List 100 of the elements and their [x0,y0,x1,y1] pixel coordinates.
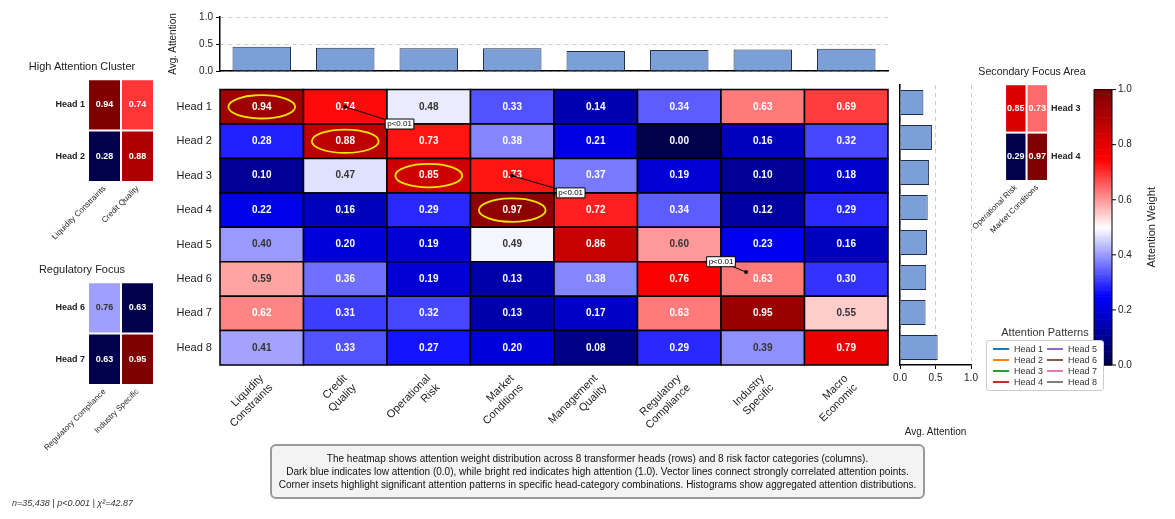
data-label: 0.19 [419,272,439,284]
data-label: 0.76 [669,272,690,284]
data-label: 0.41 [252,341,272,353]
y-tick-label: Head 8 [176,340,212,353]
data-label: 0.30 [836,272,857,284]
data-label: 0.10 [753,169,773,181]
y-tick-label: Head 1 [176,99,212,112]
data-label: 0.20 [502,341,523,353]
chart-title: Regulatory Focus [38,262,126,275]
data-label: 0.48 [419,100,439,112]
data-label: 0.49 [502,238,523,250]
data-label: 0.20 [335,238,356,250]
data-label: 0.40 [252,238,272,250]
y-tick-label: Head 2 [55,150,85,161]
legend-label: Head 7 [1067,366,1098,376]
data-label: 0.13 [502,272,523,284]
y-tick-label: Head 1 [55,99,85,110]
data-label: 0.34 [669,100,690,112]
y-tick-label: Head 7 [55,353,85,364]
y-tick-label: 0.0 [199,64,214,76]
color-bar-label: 1.0 [1118,83,1133,95]
data-label: 0.10 [252,169,272,181]
x-axis-title: Avg. Attention [904,425,967,437]
y-tick-label: 1.0 [199,10,214,22]
data-label: 0.59 [252,272,272,284]
legend-label: Head 8 [1067,377,1098,387]
legend-title: Attention Patterns [1000,326,1090,338]
x-tick-label: 1.0 [964,371,979,383]
color-bar-label: 0.0 [1118,358,1133,370]
data-label: 0.16 [836,238,857,250]
data-label: 0.94 [95,99,114,110]
data-label: 0.97 [502,203,523,215]
data-label: 0.88 [335,134,356,146]
y-tick-label: Head 4 [176,203,212,216]
legend-label: Head 2 [1013,355,1044,365]
data-label: 0.88 [128,150,147,161]
data-label: 0.63 [669,307,690,319]
data-label: 0.62 [252,307,272,319]
data-label: 0.29 [419,203,439,215]
y-tick-label: Head 5 [176,237,212,250]
data-label: 0.37 [586,169,606,181]
data-label: 0.76 [95,302,114,313]
data-label: 0.85 [419,169,439,181]
y-tick-label: Head 3 [176,168,212,181]
data-label: 0.16 [335,203,356,215]
data-label: 0.63 [753,100,773,112]
data-label: 0.72 [586,203,606,215]
legend-label: Head 6 [1067,355,1098,365]
data-label: 0.29 [1007,151,1025,162]
data-label: 0.28 [95,150,114,161]
data-label: 0.21 [586,134,606,146]
data-label: 0.94 [252,100,272,112]
y-axis-title: Avg. Attention [166,13,178,75]
legend-label: Head 5 [1067,344,1098,354]
data-label: 0.73 [1028,102,1047,113]
text: The heatmap shows attention weight distribution across 8 transformer heads (rows) and 8 risk factor categories (columns). Dark blue indicates low attention (0.0), while bright red indicates high attention (1.0). Vector lines connect strongly correlated attention points. Corner insets highlight significant attention patterns in specific head-category combinations. Histograms show aggregated attention distributions. [270,444,925,499]
color-bar-label: 0.4 [1118,248,1133,260]
annotation: p<0.01 [558,188,584,198]
data-label: 0.95 [753,307,773,319]
data-label: 0.74 [335,100,356,112]
y-tick-label: Head 6 [176,271,212,284]
color-bar-label: 0.2 [1118,303,1133,315]
data-label: 0.19 [669,169,690,181]
data-label: 0.85 [1007,102,1025,113]
data-label: 0.13 [502,307,523,319]
legend-label: Head 4 [1013,377,1044,387]
data-label: 0.38 [502,134,523,146]
data-label: 0.27 [419,341,439,353]
data-label: 0.34 [669,203,690,215]
data-label: 0.16 [753,134,773,146]
y-tick-label: 0.5 [199,37,214,49]
data-label: 0.29 [669,341,690,353]
data-label: 0.63 [753,272,773,284]
data-label: 0.32 [836,134,857,146]
data-label: 0.19 [419,238,439,250]
data-label: 0.28 [252,134,272,146]
data-label: 0.33 [502,100,523,112]
data-label: 0.95 [128,353,147,364]
y-tick-label: Head 7 [176,306,212,319]
y-tick-label: Head 6 [55,302,85,313]
data-label: 0.33 [335,341,356,353]
data-label: 0.79 [836,341,857,353]
data-label: 0.60 [669,238,690,250]
data-label: 0.63 [128,302,147,313]
data-label: 0.22 [252,203,272,215]
text: n=35,438 | p<0.001 | χ²=42.87 [12,498,133,508]
data-label: 0.97 [1028,151,1047,162]
y-tick-label: Head 2 [176,134,212,147]
data-label: 0.23 [753,238,773,250]
data-label: 0.47 [335,169,356,181]
annotation: p<0.01 [387,119,413,129]
x-tick-label: 0.0 [893,371,908,383]
data-label: 0.63 [95,353,114,364]
data-label: 0.74 [128,99,147,110]
color-bar-label: 0.6 [1118,193,1133,205]
data-label: 0.17 [586,307,606,319]
annotation: p<0.01 [708,256,734,266]
data-label: 0.18 [836,169,857,181]
data-label: 0.55 [836,307,857,319]
data-label: 0.29 [836,203,857,215]
